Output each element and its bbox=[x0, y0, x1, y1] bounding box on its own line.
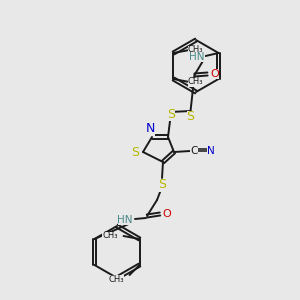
Text: S: S bbox=[131, 146, 139, 158]
Text: S: S bbox=[187, 110, 194, 124]
Text: N: N bbox=[207, 146, 215, 156]
Text: HN: HN bbox=[189, 52, 205, 62]
Text: O: O bbox=[210, 69, 219, 79]
Text: CH₃: CH₃ bbox=[102, 232, 118, 241]
Text: HN: HN bbox=[118, 215, 133, 225]
Text: S: S bbox=[158, 178, 166, 191]
Text: C: C bbox=[190, 146, 198, 156]
Text: O: O bbox=[163, 209, 171, 219]
Text: CH₃: CH₃ bbox=[188, 46, 203, 55]
Text: CH₃: CH₃ bbox=[188, 77, 203, 86]
Text: N: N bbox=[145, 122, 155, 136]
Text: S: S bbox=[167, 107, 175, 121]
Text: CH₃: CH₃ bbox=[108, 274, 124, 284]
